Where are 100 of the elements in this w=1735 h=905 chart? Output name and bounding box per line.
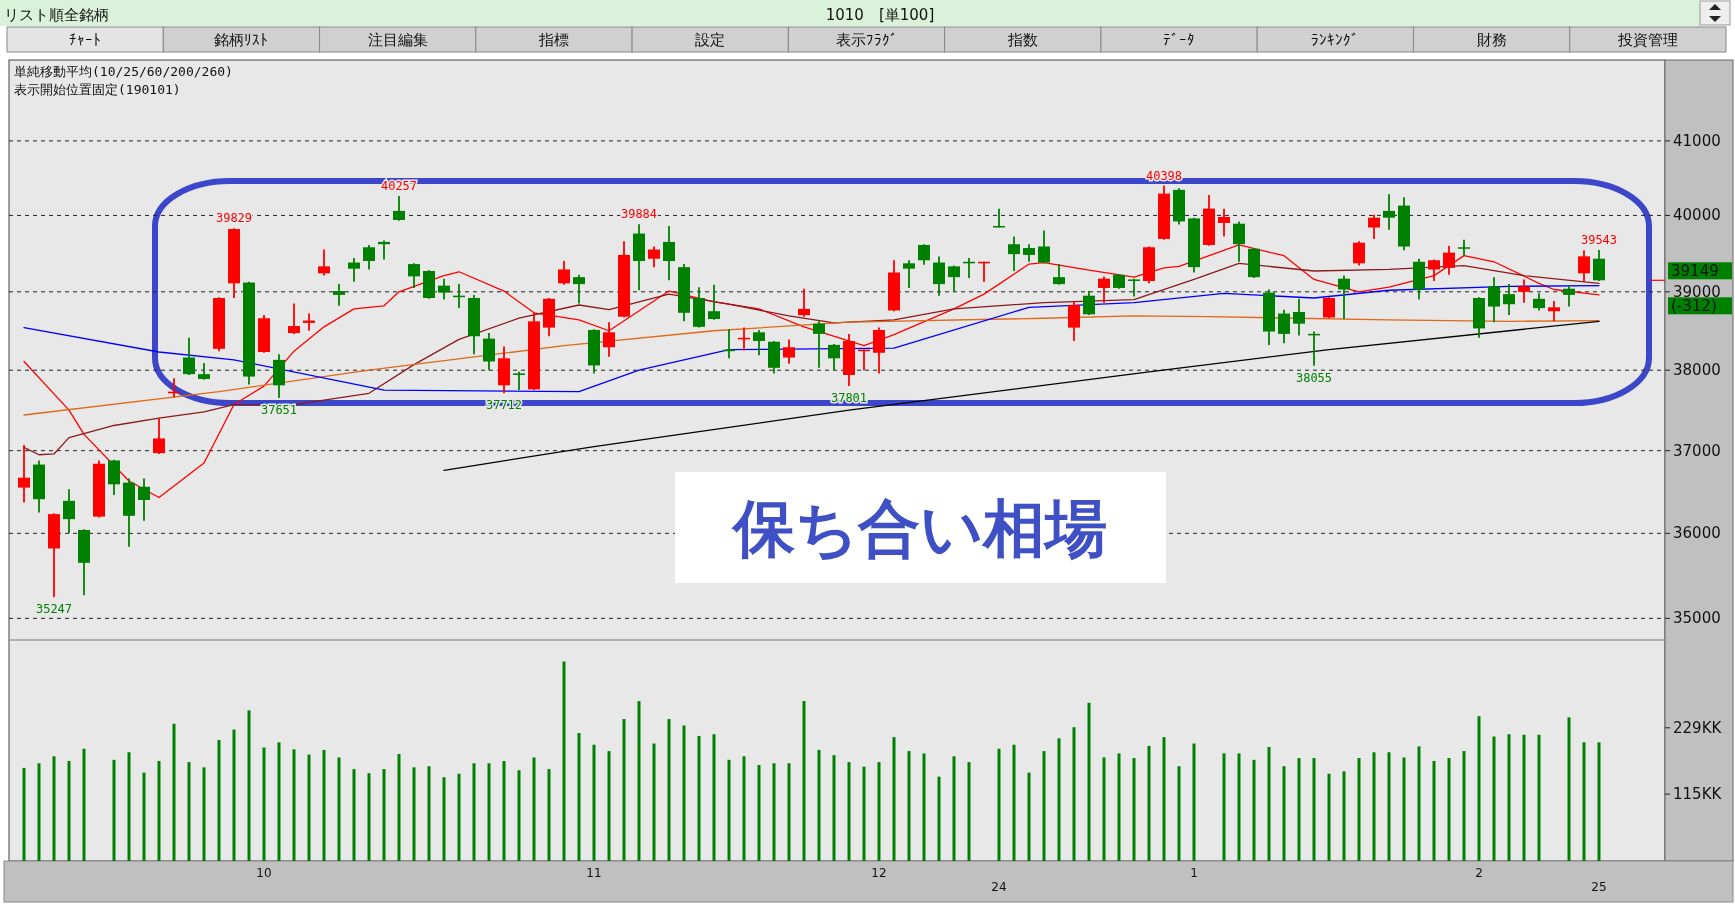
candlestick (1458, 238, 1470, 257)
candlestick (288, 302, 300, 335)
bar (382, 769, 386, 861)
candlestick (828, 343, 840, 372)
bar (352, 769, 356, 861)
bar (232, 729, 236, 861)
text: 注目編集 (367, 31, 428, 49)
bar (337, 757, 341, 861)
bar (367, 773, 371, 861)
bar (697, 735, 701, 861)
candlestick (708, 283, 720, 321)
candlestick (1578, 249, 1590, 283)
bar (397, 753, 401, 861)
line-series (23, 284, 1600, 393)
bar (667, 719, 671, 861)
bar (1312, 758, 1316, 861)
text: 1010 [単100] (825, 6, 935, 24)
candlestick (1353, 240, 1365, 267)
candlestick (153, 417, 165, 455)
bar (937, 776, 941, 861)
candlestick (483, 332, 495, 372)
bar (142, 772, 146, 861)
bar (847, 762, 851, 861)
bar (1102, 757, 1106, 861)
bar (1282, 766, 1286, 861)
text: 指標 (537, 31, 569, 49)
bar (862, 766, 866, 861)
candlestick (1068, 300, 1080, 342)
text: 指数 (1006, 31, 1038, 49)
bar (892, 737, 896, 861)
bar (1222, 753, 1226, 861)
bar (22, 767, 26, 861)
y-tick-label: 41000 (1673, 131, 1721, 150)
bar (607, 751, 611, 861)
text: 表示開始位置固定(190101) (14, 82, 181, 97)
bar (547, 769, 551, 861)
bar (1582, 742, 1586, 861)
candlestick (63, 488, 75, 535)
bar (562, 661, 566, 861)
candlestick (138, 477, 150, 522)
bar (517, 770, 521, 861)
text: 設定 (695, 31, 726, 49)
candlestick (903, 259, 915, 289)
bar (1567, 717, 1571, 861)
bar (922, 753, 926, 861)
candlestick (1323, 296, 1335, 320)
bar (1192, 743, 1196, 861)
bar (112, 759, 116, 861)
text: リスト順全銘柄 (4, 6, 109, 24)
text: 投資管理 (1616, 31, 1678, 49)
bar (1402, 757, 1406, 861)
bar (472, 763, 476, 861)
bar (637, 701, 641, 861)
bar (1327, 773, 1331, 861)
candlestick (1053, 263, 1065, 286)
candlestick (798, 287, 810, 318)
candlestick (108, 458, 120, 496)
candlestick (1278, 308, 1290, 345)
y-tick-label: 36000 (1673, 524, 1721, 543)
candlestick (393, 195, 405, 222)
bar (712, 734, 716, 861)
candlestick (1548, 300, 1560, 323)
candlestick (558, 260, 570, 286)
candlestick (918, 243, 930, 266)
candlestick (1383, 193, 1395, 231)
candlestick (753, 329, 765, 357)
bar (187, 762, 191, 861)
candlestick (363, 244, 375, 271)
line-series (23, 315, 1600, 416)
x-tick-label: 1 (1190, 866, 1198, 880)
y-tick-label: 38000 (1673, 361, 1721, 380)
annotation: 35247 (35, 602, 73, 617)
bar (1147, 745, 1151, 861)
bar (1297, 758, 1301, 861)
bar (592, 744, 596, 861)
bar (802, 701, 806, 861)
bar (757, 765, 761, 861)
candlestick (1503, 283, 1515, 317)
bar (727, 759, 731, 861)
candlestick (648, 245, 660, 269)
text: ﾁｬｰﾄ (69, 31, 102, 49)
line-series (23, 262, 1600, 456)
bar (952, 756, 956, 861)
bar (682, 725, 686, 861)
bar (1267, 747, 1271, 861)
x-tick-label: 2 (1475, 866, 1483, 880)
bar (307, 754, 311, 861)
bar (877, 762, 881, 861)
bar (1507, 734, 1511, 861)
candlestick (1218, 207, 1230, 238)
candlestick (1008, 235, 1020, 272)
candlestick (1518, 278, 1530, 304)
x-tick-label: 11 (586, 866, 602, 880)
candlestick (603, 321, 615, 358)
bar (412, 767, 416, 861)
bar (577, 733, 581, 861)
bar (967, 762, 971, 861)
annotation: 37651 (260, 403, 298, 418)
candlestick (438, 277, 450, 301)
bar (1342, 771, 1346, 861)
